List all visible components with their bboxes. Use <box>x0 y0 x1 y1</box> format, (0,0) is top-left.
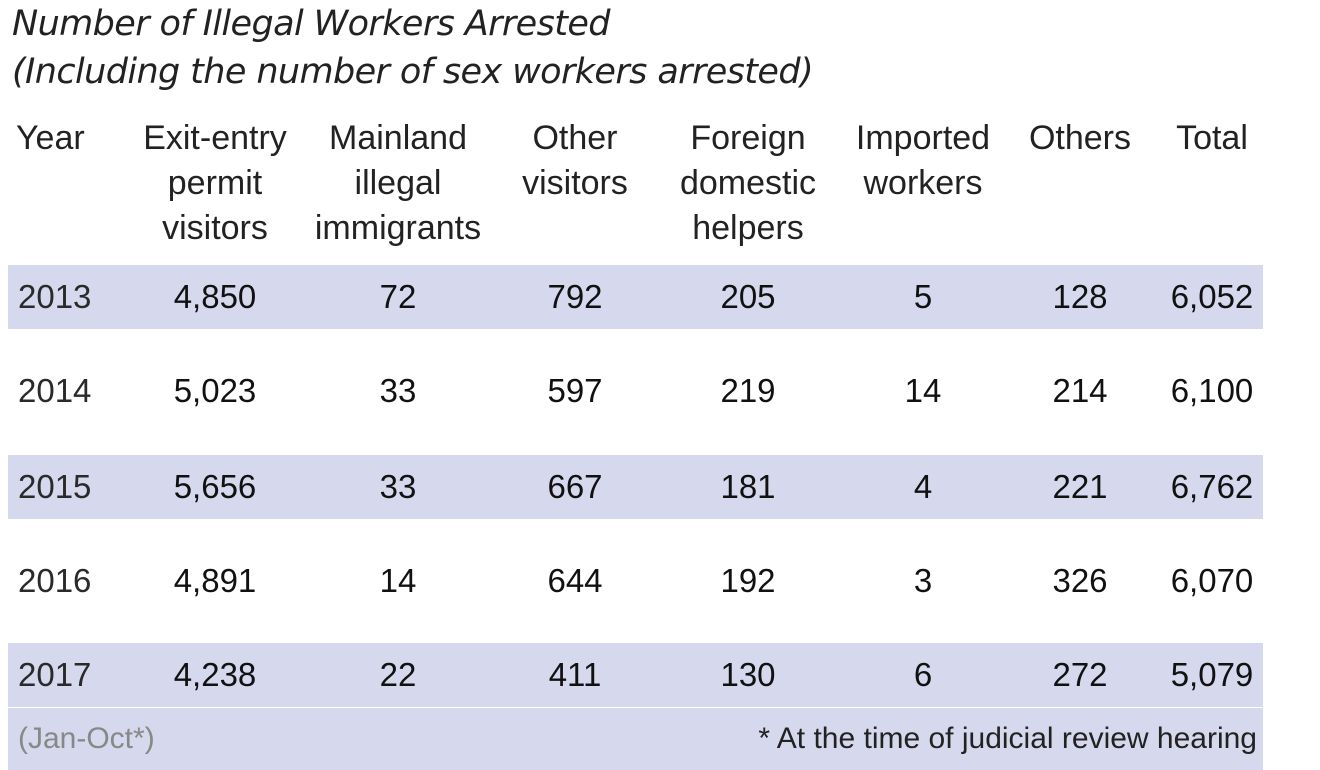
column-header-line: Other <box>532 119 618 157</box>
column-header-6: Others <box>980 116 1180 161</box>
table-row: 2013 4,850 72 792 205 5 128 6,052 <box>8 265 1263 329</box>
table-cell: 272 <box>1052 656 1108 693</box>
column-header-line: visitors <box>162 209 268 247</box>
row-year: 2016 <box>18 562 92 599</box>
column-header-line: Mainland <box>329 119 467 157</box>
chart-title-block: Number of Illegal Workers Arrested (Incl… <box>12 0 814 96</box>
table-cell: 72 <box>379 278 417 315</box>
table-cell: 667 <box>547 468 603 505</box>
row-year: 2014 <box>18 372 92 409</box>
table-cell: 6,070 <box>1170 562 1254 599</box>
table-cell: 219 <box>720 372 776 409</box>
footnote-period: (Jan-Oct*) <box>18 722 155 755</box>
column-header-line: Exit-entry <box>143 119 287 157</box>
table-cell: 3 <box>913 562 933 599</box>
chart-subtitle: (Including the number of sex workers arr… <box>12 52 814 92</box>
table-cell: 4,850 <box>173 278 257 315</box>
column-header-line: helpers <box>692 209 804 247</box>
table-cell: 5 <box>913 278 933 315</box>
column-header-line: permit <box>167 164 263 202</box>
column-header-line: illegal <box>354 164 442 202</box>
table-row: 2015 5,656 33 667 181 4 221 6,762 <box>8 455 1263 519</box>
table-cell: 411 <box>548 656 602 693</box>
table-cell: 6,052 <box>1170 278 1254 315</box>
table-row: 2016 4,891 14 644 192 3 326 6,070 <box>8 549 1263 613</box>
table-cell: 14 <box>379 562 417 599</box>
column-header-line: visitors <box>522 164 628 202</box>
row-year: 2017 <box>18 656 92 693</box>
column-header-1: Exit-entry permit visitors <box>115 116 315 251</box>
table-cell: 214 <box>1052 372 1108 409</box>
column-header-3: Other visitors <box>475 116 675 206</box>
table-row: 2014 5,023 33 597 219 14 214 6,100 <box>8 359 1263 423</box>
column-header-0: Year <box>16 116 85 161</box>
column-header-line: Imported <box>855 119 991 157</box>
column-header-2: Mainland illegal immigrants <box>298 116 498 251</box>
chart-title: Number of Illegal Workers Arrested <box>12 4 611 44</box>
table-cell: 33 <box>379 372 417 409</box>
column-header-4: Foreign domestic helpers <box>648 116 848 251</box>
table-cell: 128 <box>1052 278 1108 315</box>
table-header: Year Exit-entry permit visitors Mainland ille… <box>0 116 1320 256</box>
table-cell: 221 <box>1052 468 1108 505</box>
table-cell: 6,100 <box>1170 372 1254 409</box>
table-cell: 5,656 <box>173 468 257 505</box>
table-cell: 130 <box>720 656 776 693</box>
table-cell: 6 <box>913 656 933 693</box>
column-header-line: immigrants <box>314 209 482 247</box>
table-footer-row: (Jan-Oct*) * At the time of judicial rev… <box>8 708 1263 770</box>
column-header-line: Foreign <box>690 119 806 157</box>
table-cell: 326 <box>1052 562 1108 599</box>
footnote-note: * At the time of judicial review hearing <box>758 722 1257 755</box>
table-cell: 14 <box>904 372 942 409</box>
table-cell: 4,238 <box>173 656 257 693</box>
column-header-5: Imported workers <box>823 116 1023 206</box>
table-cell: 4 <box>913 468 933 505</box>
table-cell: 4,891 <box>173 562 257 599</box>
table-cell: 6,762 <box>1170 468 1254 505</box>
table-cell: 181 <box>720 468 776 505</box>
table-cell: 597 <box>547 372 603 409</box>
row-year: 2015 <box>18 468 92 505</box>
table-cell: 792 <box>547 278 603 315</box>
column-header-line: workers <box>863 164 983 202</box>
column-header-7: Total <box>1112 116 1312 161</box>
table-cell: 644 <box>547 562 603 599</box>
column-header-line: Total <box>1176 119 1248 157</box>
column-header-line: Year <box>16 119 85 157</box>
table-cell: 5,023 <box>173 372 257 409</box>
table-row: 2017 4,238 22 411 130 6 272 5,079 <box>8 643 1263 707</box>
table-cell: 22 <box>379 656 417 693</box>
column-header-line: Others <box>1028 119 1132 157</box>
table-cell: 205 <box>720 278 776 315</box>
table-cell: 33 <box>379 468 417 505</box>
table-cell: 5,079 <box>1170 656 1254 693</box>
column-header-line: domestic <box>679 164 817 202</box>
table-cell: 192 <box>720 562 776 599</box>
row-year: 2013 <box>18 278 92 315</box>
